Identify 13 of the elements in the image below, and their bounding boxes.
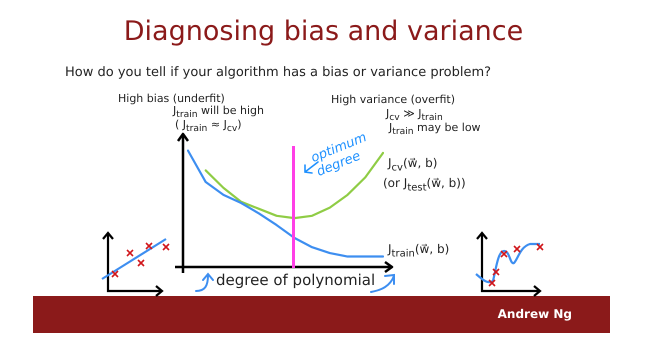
annotation: (or J$_{test}$(w⃗, b)) <box>383 176 466 194</box>
text: J$_{train}$ will be high <box>173 104 264 120</box>
text: ( J$_{train}$ ≈ J$_{cv}$) <box>175 118 242 136</box>
text: J$_{cv}$ ≫ J$_{train}$ <box>386 107 443 124</box>
text: High variance (overfit) <box>331 93 455 106</box>
series-label: J$_{cv}$(w⃗, b) <box>388 156 438 176</box>
chart-subtitle: How do you tell if your algorithm has a bias or variance problem? <box>65 65 492 80</box>
chart-title: Diagnosing bias and variance <box>122 16 524 48</box>
x-axis-title: degree of polynomial <box>216 271 376 289</box>
text: High bias (underfit) <box>118 92 225 105</box>
text: J$_{train}$ may be low <box>389 121 481 138</box>
series-label: J$_{train}$(w⃗, b) <box>388 242 450 261</box>
text: Andrew Ng <box>496 307 572 321</box>
